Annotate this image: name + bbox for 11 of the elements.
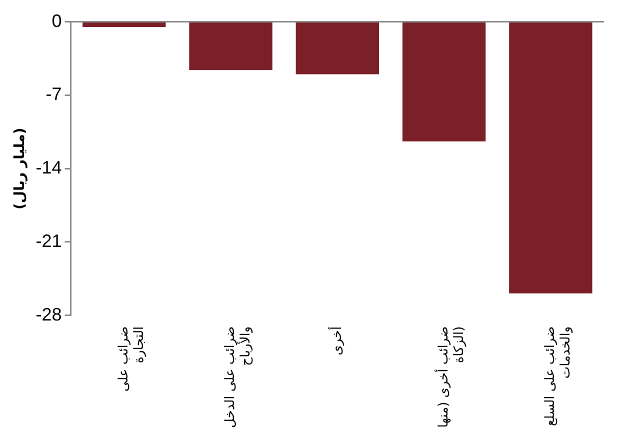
y-tick-label: -28: [36, 304, 62, 324]
x-tick-label: أخرى: [328, 326, 345, 356]
y-tick-label: 0: [52, 10, 62, 31]
y-tick-label: -7: [46, 84, 62, 104]
x-tick-label: ضرائب على التجارة: [116, 326, 148, 392]
y-tick-label: -21: [36, 230, 62, 251]
y-axis-title: (مليار ريال): [12, 128, 28, 210]
x-tick-label: ضرائب على الدخل والأرباح: [223, 326, 254, 428]
x-tick-label: ضرائب أخرى (منها الزكاة): [434, 326, 468, 428]
y-tick-label: -14: [36, 158, 62, 178]
x-tick-label: ضرائب على السلع والخدمات: [543, 326, 574, 426]
